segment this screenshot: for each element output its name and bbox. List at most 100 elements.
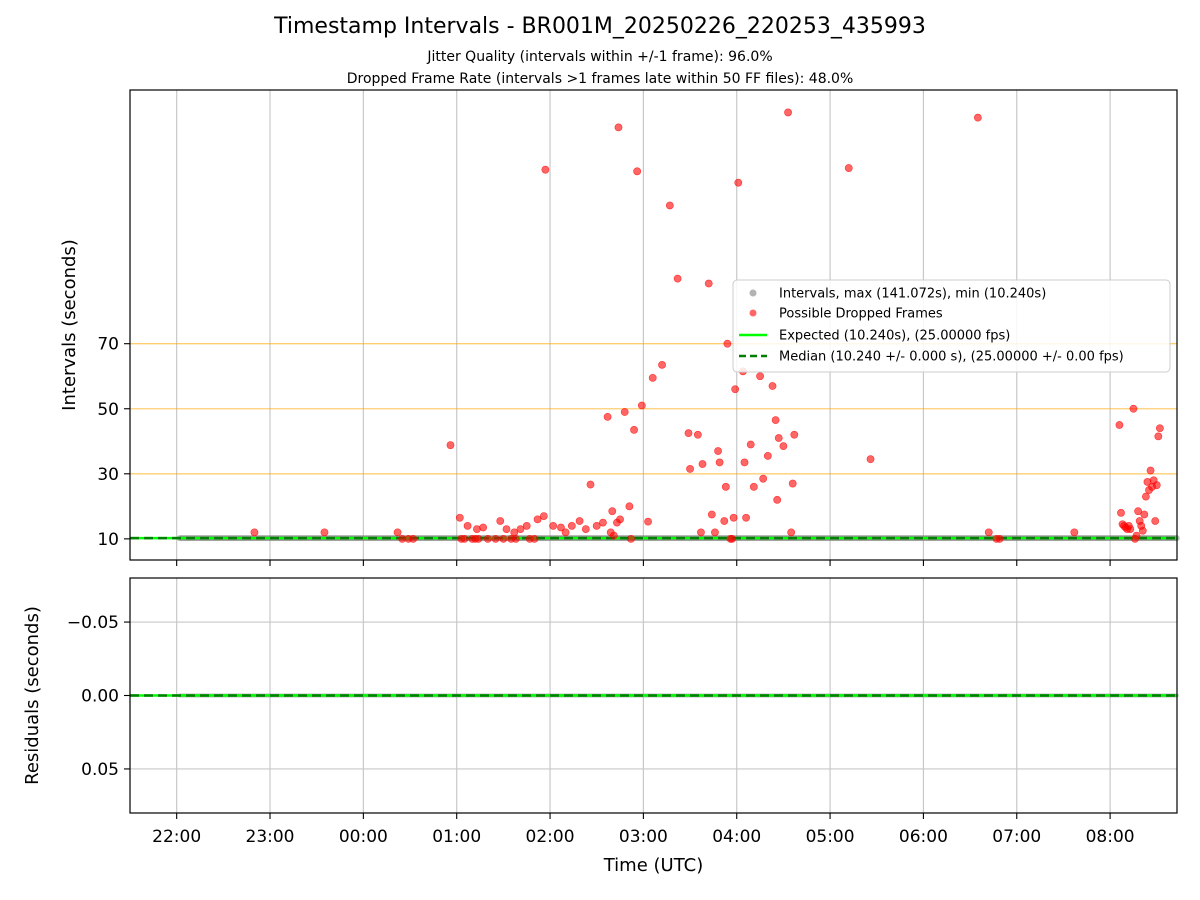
dropped-frame-point (665, 201, 674, 210)
dropped-frame-point (734, 178, 743, 187)
dropped-frame-point (866, 455, 875, 464)
dropped-frame-point (592, 521, 601, 530)
dropped-frame-point (984, 528, 993, 537)
dropped-frame-point (749, 482, 758, 491)
dropped-frame-point (1129, 404, 1138, 413)
dropped-frame-point (784, 108, 792, 117)
dropped-frame-point (684, 429, 693, 438)
top-y-axis-label: Intervals (seconds) (59, 239, 80, 411)
dropped-frame-point (608, 507, 617, 516)
bottom-y-tick-label: −0.05 (67, 613, 119, 633)
legend-dropped-marker (749, 309, 757, 317)
bottom-y-tick-label: 0.05 (81, 760, 119, 780)
dropped-frame-point (756, 372, 764, 381)
x-tick-label: 03:00 (619, 827, 668, 847)
dropped-frame-point (533, 515, 542, 524)
dropped-frame-point (530, 534, 539, 543)
x-tick-label: 22:00 (152, 827, 201, 847)
dropped-frame-point (557, 523, 565, 532)
dropped-frame-point (711, 528, 719, 537)
dropped-frame-point (707, 510, 716, 519)
dropped-frame-point (693, 430, 702, 439)
legend-label: Expected (10.240s), (25.00000 fps) (779, 329, 1010, 344)
x-tick-label: 00:00 (339, 827, 388, 847)
dropped-frame-point (446, 441, 455, 450)
dropped-frame-point (549, 521, 558, 530)
dropped-frame-point (511, 534, 520, 543)
dropped-frame-point (516, 525, 525, 534)
dropped-frame-point (787, 528, 796, 537)
chart-subtitle-jitter: Jitter Quality (intervals within +/-1 fr… (427, 49, 773, 65)
dropped-frame-point (609, 531, 618, 540)
dropped-frame-point (479, 523, 488, 532)
dropped-frame-point (630, 425, 638, 434)
dropped-frame-point (720, 517, 729, 525)
dropped-frame-point (728, 534, 736, 543)
dropped-frame-point (723, 339, 732, 348)
dropped-frame-point (746, 440, 755, 449)
dropped-frame-point (502, 525, 511, 534)
legend-intervals-marker (749, 289, 757, 297)
dropped-frame-point (763, 452, 772, 460)
dropped-frame-point (625, 502, 634, 511)
dropped-frame-point (455, 513, 464, 522)
dropped-frame-point (1140, 510, 1149, 519)
x-tick-label: 23:00 (246, 827, 295, 847)
dropped-frame-point (740, 458, 749, 467)
dropped-frame-point (742, 513, 750, 522)
x-tick-label: 06:00 (899, 827, 948, 847)
dropped-frame-point (393, 528, 402, 537)
top-y-tick-label: 30 (97, 465, 119, 485)
dropped-frame-point (973, 113, 982, 122)
dropped-frame-point (673, 274, 682, 283)
dropped-frame-point (250, 528, 259, 537)
dropped-frame-point (1117, 508, 1125, 517)
dropped-frame-point (575, 517, 584, 525)
dropped-frame-point (599, 518, 607, 527)
legend: Intervals, max (141.072s), min (10.240s)… (732, 279, 1171, 373)
dropped-frame-point (474, 534, 483, 543)
dropped-frame-point (614, 123, 623, 132)
dropped-frame-point (499, 534, 508, 543)
dropped-frame-point (779, 442, 788, 451)
top-y-tick-label: 10 (97, 530, 119, 550)
legend-label: Median (10.240 +/- 0.000 s), (25.00000 +… (779, 350, 1124, 365)
dropped-frame-point (788, 479, 797, 488)
dropped-frame-point (1134, 507, 1143, 516)
dropped-frame-point (567, 521, 576, 530)
dropped-frame-point (731, 385, 740, 394)
dropped-frame-point (541, 165, 550, 174)
dropped-frame-point (648, 373, 657, 382)
dropped-frame-point (774, 434, 783, 442)
chart-title: Timestamp Intervals - BR001M_20250226_22… (274, 14, 926, 39)
dropped-frame-point (1126, 525, 1135, 534)
top-plot-frame (129, 89, 1178, 561)
bottom-y-axis-label: Residuals (seconds) (22, 606, 43, 785)
dropped-frame-point (1146, 466, 1155, 475)
dropped-frame-point (561, 528, 570, 537)
legend-label: Possible Dropped Frames (779, 307, 943, 322)
bottom-y-tick-label: 0.00 (81, 687, 119, 707)
top-y-tick-label: 50 (97, 400, 119, 420)
dropped-frame-point (1132, 531, 1141, 540)
dropped-frame-point (1115, 421, 1124, 429)
dropped-frame-point (496, 517, 505, 525)
dropped-frame-point (790, 430, 799, 439)
x-tick-label: 01:00 (432, 827, 481, 847)
legend-box (732, 279, 1171, 373)
dropped-frame-point (658, 360, 666, 369)
x-tick-label: 07:00 (992, 827, 1041, 847)
dropped-frame-point (539, 512, 548, 520)
dropped-frame-point (1151, 517, 1160, 525)
dropped-frame-point (768, 382, 777, 390)
dropped-frame-point (463, 521, 472, 530)
legend-label: Intervals, max (141.072s), min (10.240s) (779, 287, 1046, 302)
dropped-frame-point (633, 167, 642, 176)
dropped-frame-point (715, 458, 724, 467)
dropped-frame-point (697, 528, 705, 537)
dropped-frame-point (1141, 492, 1150, 501)
top-y-tick-label: 70 (97, 335, 119, 355)
dropped-frame-point (1070, 528, 1079, 537)
dropped-frame-point (460, 534, 469, 543)
